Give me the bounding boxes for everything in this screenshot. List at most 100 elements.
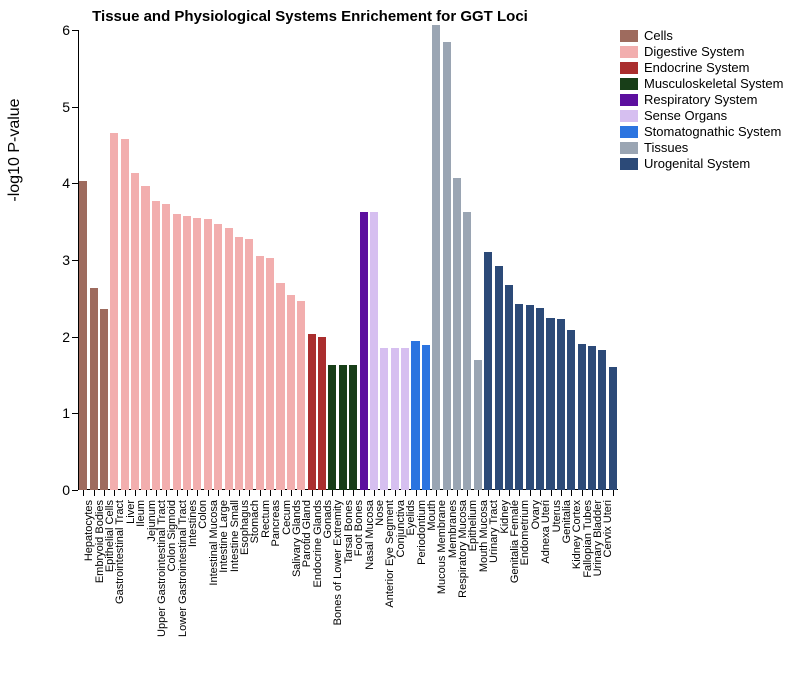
xtick-mark <box>561 490 562 496</box>
ytick-label: 5 <box>62 99 70 115</box>
xtick-mark <box>229 490 230 496</box>
bar <box>90 288 98 490</box>
xtick-mark <box>457 490 458 496</box>
xtick-mark <box>478 490 479 496</box>
xtick-mark <box>551 490 552 496</box>
ytick-label: 3 <box>62 252 70 268</box>
bar <box>453 178 461 490</box>
ytick-mark <box>72 183 78 184</box>
legend-row: Cells <box>620 28 795 43</box>
ytick-mark <box>72 490 78 491</box>
xtick-mark <box>218 490 219 496</box>
legend-row: Sense Organs <box>620 108 795 123</box>
xtick-mark <box>395 490 396 496</box>
xtick-mark <box>416 490 417 496</box>
xtick-mark <box>364 490 365 496</box>
xtick-mark <box>353 490 354 496</box>
xtick-mark <box>343 490 344 496</box>
bar <box>276 283 284 490</box>
bar <box>245 239 253 490</box>
bar <box>609 367 617 490</box>
legend-label: Stomatognathic System <box>644 124 781 139</box>
xtick-mark <box>291 490 292 496</box>
bar <box>578 344 586 490</box>
xtick-mark <box>405 490 406 496</box>
ytick-mark <box>72 413 78 414</box>
bar <box>443 42 451 490</box>
xtick-mark <box>312 490 313 496</box>
bar <box>214 224 222 490</box>
bar <box>598 350 606 490</box>
xtick-mark <box>322 490 323 496</box>
ytick-label: 6 <box>62 22 70 38</box>
bar <box>422 345 430 490</box>
legend-swatch <box>620 30 638 42</box>
x-axis-label: Cervix Uteri <box>602 500 614 696</box>
xtick-mark <box>332 490 333 496</box>
bar <box>515 304 523 490</box>
legend-row: Stomatognathic System <box>620 124 795 139</box>
ytick-mark <box>72 260 78 261</box>
bar <box>339 365 347 490</box>
bar <box>110 133 118 490</box>
legend: CellsDigestive SystemEndocrine SystemMus… <box>620 28 795 172</box>
xtick-mark <box>602 490 603 496</box>
bar <box>474 360 482 490</box>
xtick-mark <box>540 490 541 496</box>
xtick-mark <box>94 490 95 496</box>
xtick-mark <box>488 490 489 496</box>
bar <box>495 266 503 490</box>
xtick-mark <box>187 490 188 496</box>
ytick-label: 1 <box>62 405 70 421</box>
xtick-mark <box>281 490 282 496</box>
bar <box>463 212 471 490</box>
xtick-mark <box>177 490 178 496</box>
bar <box>266 258 274 490</box>
xtick-mark <box>146 490 147 496</box>
xtick-mark <box>519 490 520 496</box>
xtick-mark <box>208 490 209 496</box>
bar <box>100 309 108 490</box>
bar <box>401 348 409 490</box>
bar <box>297 301 305 490</box>
bar <box>141 186 149 490</box>
ytick-label: 2 <box>62 329 70 345</box>
ytick-label: 0 <box>62 482 70 498</box>
bar <box>173 214 181 490</box>
legend-row: Digestive System <box>620 44 795 59</box>
chart-container: Tissue and Physiological Systems Enriche… <box>0 0 800 696</box>
xtick-mark <box>436 490 437 496</box>
bar <box>162 204 170 490</box>
xtick-mark <box>166 490 167 496</box>
xtick-mark <box>592 490 593 496</box>
legend-swatch <box>620 62 638 74</box>
bar <box>484 252 492 490</box>
bar <box>557 319 565 490</box>
bar <box>349 365 357 490</box>
ytick-mark <box>72 107 78 108</box>
legend-swatch <box>620 94 638 106</box>
xtick-mark <box>114 490 115 496</box>
bar <box>536 308 544 490</box>
bar <box>505 285 513 490</box>
bar <box>370 212 378 490</box>
xtick-mark <box>509 490 510 496</box>
chart-title: Tissue and Physiological Systems Enriche… <box>0 8 620 25</box>
bar <box>318 337 326 490</box>
legend-label: Digestive System <box>644 44 744 59</box>
xtick-mark <box>249 490 250 496</box>
legend-swatch <box>620 46 638 58</box>
xtick-mark <box>104 490 105 496</box>
xtick-mark <box>83 490 84 496</box>
xtick-mark <box>374 490 375 496</box>
bar <box>432 25 440 490</box>
bar <box>588 346 596 490</box>
legend-label: Cells <box>644 28 673 43</box>
xtick-mark <box>239 490 240 496</box>
legend-row: Endocrine System <box>620 60 795 75</box>
bar <box>360 212 368 490</box>
bar <box>287 295 295 491</box>
xtick-mark <box>301 490 302 496</box>
legend-label: Tissues <box>644 140 688 155</box>
xtick-mark <box>156 490 157 496</box>
